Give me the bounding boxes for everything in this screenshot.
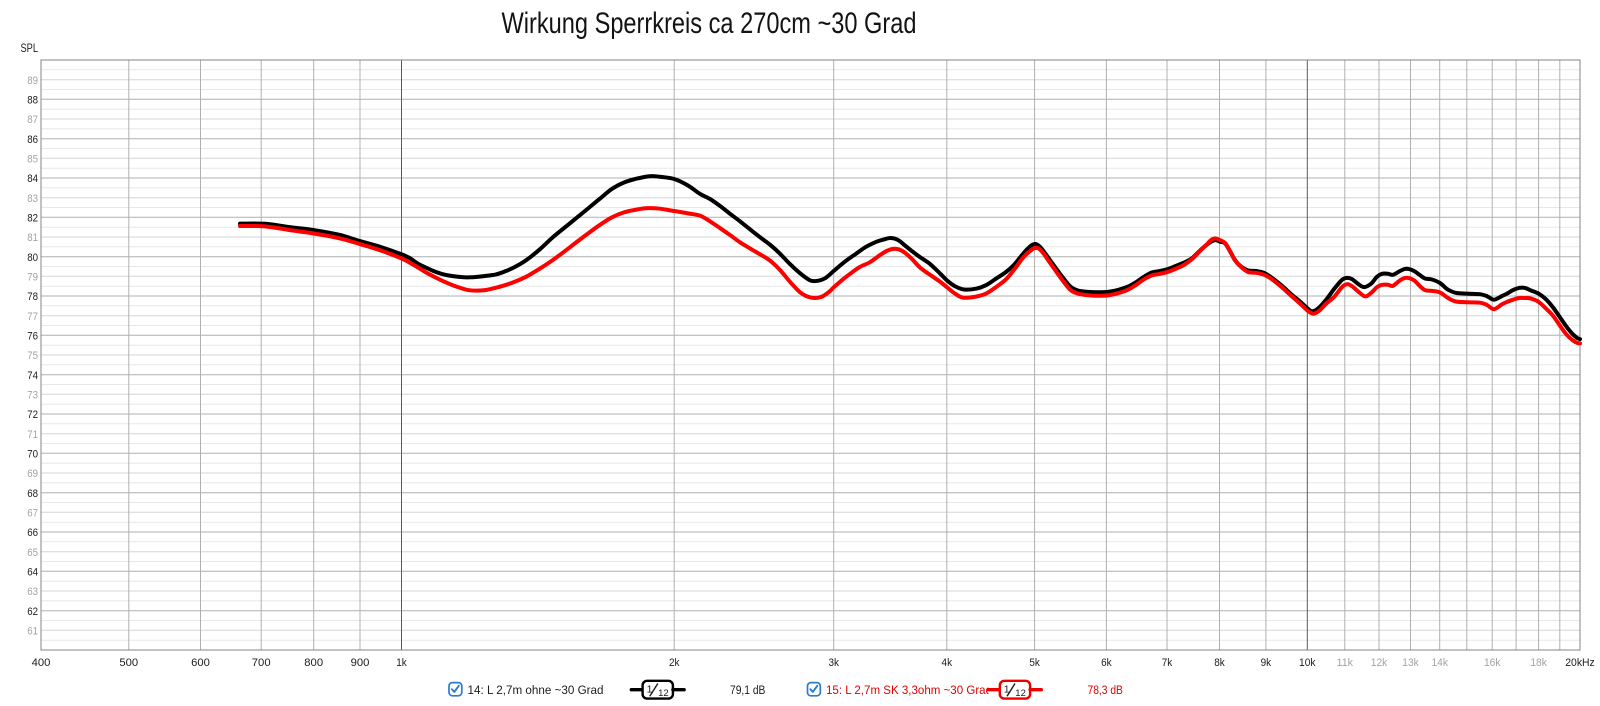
svg-text:77: 77 [27, 311, 38, 323]
svg-text:900: 900 [351, 657, 370, 669]
svg-text:14k: 14k [1431, 657, 1448, 669]
svg-text:73: 73 [27, 389, 38, 401]
svg-text:71: 71 [27, 429, 38, 441]
svg-text:80: 80 [27, 252, 38, 264]
svg-text:78: 78 [27, 291, 38, 303]
svg-text:68: 68 [27, 488, 38, 500]
svg-text:12k: 12k [1371, 657, 1388, 669]
svg-text:10k: 10k [1299, 657, 1316, 669]
svg-text:84: 84 [27, 173, 38, 185]
svg-text:4k: 4k [942, 657, 953, 669]
svg-text:14: L 2,7m ohne ~30 Grad: 14: L 2,7m ohne ~30 Grad [468, 683, 604, 697]
svg-text:63: 63 [27, 586, 38, 598]
svg-text:12: 12 [1015, 688, 1026, 699]
svg-text:75: 75 [27, 350, 38, 362]
svg-text:86: 86 [27, 134, 38, 146]
svg-text:79,1 dB: 79,1 dB [730, 683, 765, 697]
svg-text:2k: 2k [669, 657, 680, 669]
svg-text:9k: 9k [1261, 657, 1272, 669]
svg-text:5k: 5k [1029, 657, 1040, 669]
svg-text:800: 800 [304, 657, 323, 669]
svg-text:16k: 16k [1484, 657, 1501, 669]
svg-text:12: 12 [658, 688, 669, 699]
svg-text:65: 65 [27, 547, 38, 559]
svg-text:61: 61 [27, 625, 38, 637]
svg-text:72: 72 [27, 409, 38, 421]
svg-text:1k: 1k [396, 657, 407, 669]
svg-text:7k: 7k [1162, 657, 1173, 669]
svg-text:600: 600 [191, 657, 210, 669]
svg-text:8k: 8k [1214, 657, 1225, 669]
svg-text:SPL: SPL [21, 41, 39, 55]
svg-text:18k: 18k [1530, 657, 1547, 669]
svg-text:74: 74 [27, 370, 38, 382]
svg-text:20kHz: 20kHz [1565, 657, 1595, 669]
svg-text:67: 67 [27, 507, 38, 519]
svg-text:81: 81 [27, 232, 38, 244]
svg-text:13k: 13k [1402, 657, 1419, 669]
svg-text:78,3 dB: 78,3 dB [1088, 683, 1123, 697]
svg-text:88: 88 [27, 94, 38, 106]
svg-text:79: 79 [27, 271, 38, 283]
svg-text:11k: 11k [1337, 657, 1354, 669]
svg-text:1: 1 [647, 684, 653, 696]
svg-text:6k: 6k [1101, 657, 1112, 669]
svg-text:82: 82 [27, 212, 38, 224]
svg-text:87: 87 [27, 114, 38, 126]
svg-text:1: 1 [1004, 684, 1010, 696]
svg-text:64: 64 [27, 566, 38, 578]
svg-text:3k: 3k [828, 657, 839, 669]
svg-text:69: 69 [27, 468, 38, 480]
svg-text:76: 76 [27, 330, 38, 342]
svg-text:83: 83 [27, 193, 38, 205]
svg-text:66: 66 [27, 527, 38, 539]
svg-text:89: 89 [27, 75, 38, 87]
svg-text:Wirkung Sperrkreis ca 270cm ~3: Wirkung Sperrkreis ca 270cm ~30 Grad [502, 7, 917, 40]
svg-text:85: 85 [27, 153, 38, 165]
svg-text:500: 500 [119, 657, 138, 669]
svg-text:700: 700 [252, 657, 271, 669]
svg-text:62: 62 [27, 606, 38, 618]
svg-text:400: 400 [32, 657, 51, 669]
svg-text:70: 70 [27, 448, 38, 460]
svg-text:15: L 2,7m SK 3,3ohm ~30 Grad: 15: L 2,7m SK 3,3ohm ~30 Grad [826, 683, 992, 697]
